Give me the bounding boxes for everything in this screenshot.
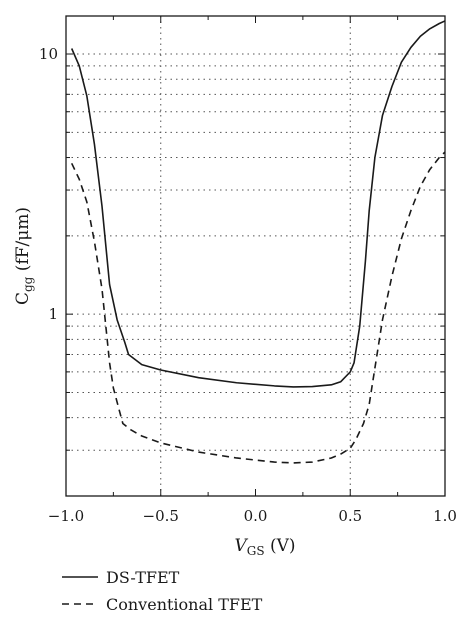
- x-axis-title: VGS (V): [234, 536, 295, 558]
- y-tick-label: 1: [48, 305, 58, 323]
- x-tick-label: −1.0: [48, 507, 84, 525]
- legend-label: DS-TFET: [106, 568, 180, 587]
- series-line-ds-tfet: [70, 20, 446, 388]
- y-axis-title-unit: (fF/μm): [13, 207, 33, 277]
- x-tick-label: −0.5: [143, 507, 179, 525]
- x-tick-label: 1.0: [433, 507, 457, 525]
- ticks: −1.0 −0.5 0.0 0.5 1.0 1 10: [39, 16, 457, 525]
- legend: DS-TFET Conventional TFET: [62, 568, 263, 614]
- x-axis-title-main: V: [234, 536, 248, 556]
- y-axis-title-main: C: [13, 292, 33, 305]
- x-tick-label: 0.5: [338, 507, 362, 525]
- series-line-conventional-tfet: [70, 151, 446, 464]
- x-axis-title-unit: (V): [265, 536, 296, 556]
- series-lines: [70, 20, 446, 464]
- x-axis-title-sub: GS: [247, 544, 265, 558]
- legend-item-conventional-tfet: Conventional TFET: [62, 595, 263, 614]
- y-tick-label: 10: [39, 45, 58, 63]
- x-tick-label: 0.0: [244, 507, 268, 525]
- legend-item-ds-tfet: DS-TFET: [62, 568, 180, 587]
- y-axis-title-sub: gg: [21, 276, 35, 292]
- y-axis-title: Cgg (fF/μm): [13, 207, 35, 305]
- legend-label: Conventional TFET: [106, 595, 263, 614]
